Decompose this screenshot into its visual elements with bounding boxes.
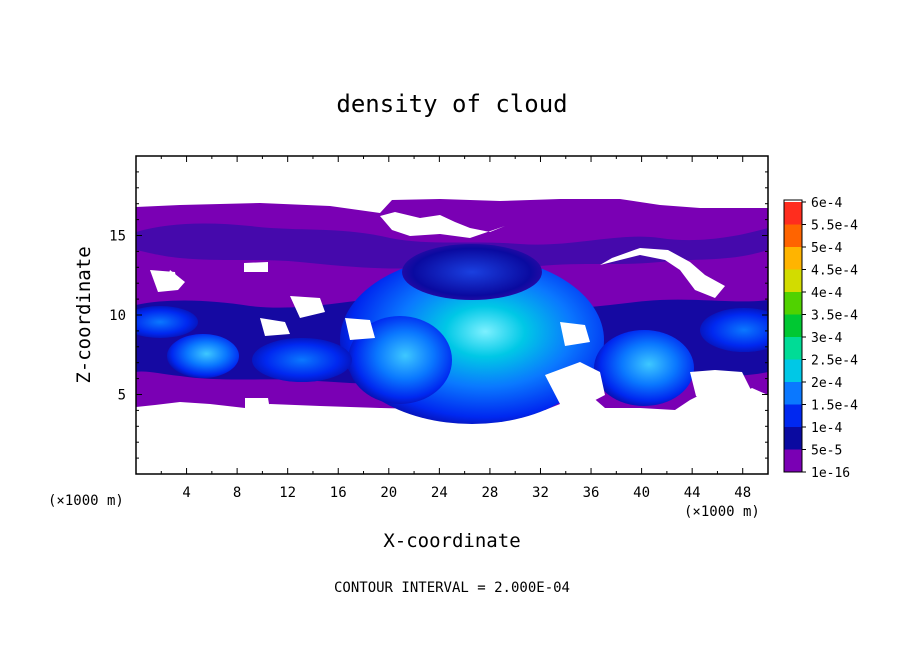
x-tick-label: 40 xyxy=(633,485,650,501)
colorbar-label: 6e-4 xyxy=(811,196,842,211)
colorbar-label: 4.5e-4 xyxy=(811,264,858,279)
colorbar-label: 1.5e-4 xyxy=(811,399,858,414)
band-west-edge xyxy=(136,306,198,338)
plot-area xyxy=(136,156,768,474)
x-unit-right: (×1000 m) xyxy=(684,504,760,520)
cell-west-b xyxy=(252,338,352,382)
cell-west-a xyxy=(167,334,239,378)
colorbar-label: 4e-4 xyxy=(811,286,842,301)
y-tick-label: 5 xyxy=(118,388,126,404)
colorbar-swatch xyxy=(784,404,802,427)
colorbar-swatch xyxy=(784,449,802,472)
colorbar-label: 1e-4 xyxy=(811,421,842,436)
colorbar-label: 5.5e-4 xyxy=(811,219,858,234)
upper-central-dome xyxy=(402,244,542,300)
colorbar-swatch xyxy=(784,269,802,292)
clear-gaps xyxy=(150,212,752,410)
colorbar-swatch xyxy=(784,337,802,360)
band-east-edge xyxy=(700,308,768,352)
x-tick-label: 16 xyxy=(330,485,347,501)
colorbar: 1e-16 5e-5 1e-4 1.5e-4 2e-4 2.5e-4 3e-4 3.5e-4 4… xyxy=(783,196,858,481)
colorbar-label: 5e-4 xyxy=(811,241,842,256)
contour-interval-note: CONTOUR INTERVAL = 2.000E-04 xyxy=(334,580,570,596)
colorbar-label: 3e-4 xyxy=(811,331,842,346)
colorbar-label: 2e-4 xyxy=(811,376,842,391)
cell-east xyxy=(594,330,694,406)
y-axis-title: Z-coordinate xyxy=(73,246,95,383)
colorbar-label: 2.5e-4 xyxy=(811,354,858,369)
x-tick-label: 24 xyxy=(431,485,448,501)
x-tick-label: 8 xyxy=(233,485,241,501)
x-tick-label: 36 xyxy=(583,485,600,501)
colorbar-frame xyxy=(783,199,803,473)
colorbar-label: 5e-5 xyxy=(811,444,842,459)
colorbar-label: 1e-16 xyxy=(811,466,850,481)
x-tick-label: 32 xyxy=(532,485,549,501)
y-tick-label: 15 xyxy=(109,229,126,245)
x-tick-label: 28 xyxy=(481,485,498,501)
x-axis-title: X-coordinate xyxy=(383,530,520,552)
colorbar-swatch xyxy=(784,247,802,270)
colorbar-swatch xyxy=(784,202,802,225)
y-axis-ticks: 5 10 15 xyxy=(109,171,768,459)
colorbar-label: 3.5e-4 xyxy=(811,309,858,324)
x-tick-label: 20 xyxy=(380,485,397,501)
x-tick-label: 48 xyxy=(734,485,751,501)
x-unit-left: (×1000 m) xyxy=(48,493,124,509)
x-tick-label: 4 xyxy=(182,485,190,501)
x-tick-label: 12 xyxy=(279,485,296,501)
chart-title: density of cloud xyxy=(336,90,567,118)
x-tick-label: 44 xyxy=(684,485,701,501)
colorbar-swatch xyxy=(784,292,802,315)
y-tick-label: 10 xyxy=(109,308,126,324)
colorbar-swatch xyxy=(784,427,802,450)
colorbar-swatch xyxy=(784,359,802,382)
colorbar-swatch xyxy=(784,314,802,337)
x-axis-ticks: 4 8 12 16 20 24 28 32 36 40 44 48 xyxy=(160,156,751,501)
colorbar-swatch xyxy=(784,224,802,247)
colorbar-swatch xyxy=(784,382,802,405)
